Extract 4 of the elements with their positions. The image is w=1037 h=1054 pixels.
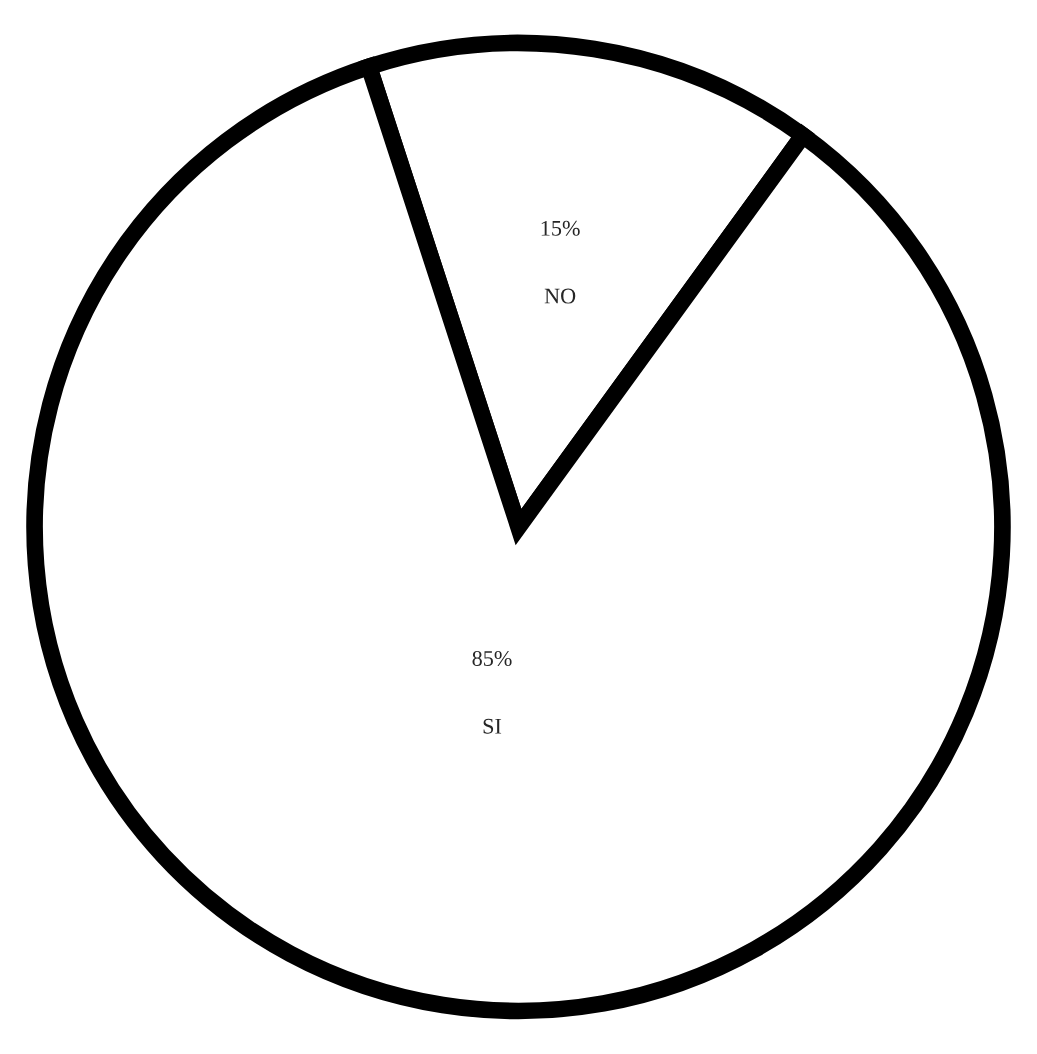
slice-label: NO <box>544 288 576 304</box>
data-label: 85% <box>472 650 512 667</box>
data-label: 15% <box>541 220 580 236</box>
slice-label: SI <box>483 718 502 734</box>
